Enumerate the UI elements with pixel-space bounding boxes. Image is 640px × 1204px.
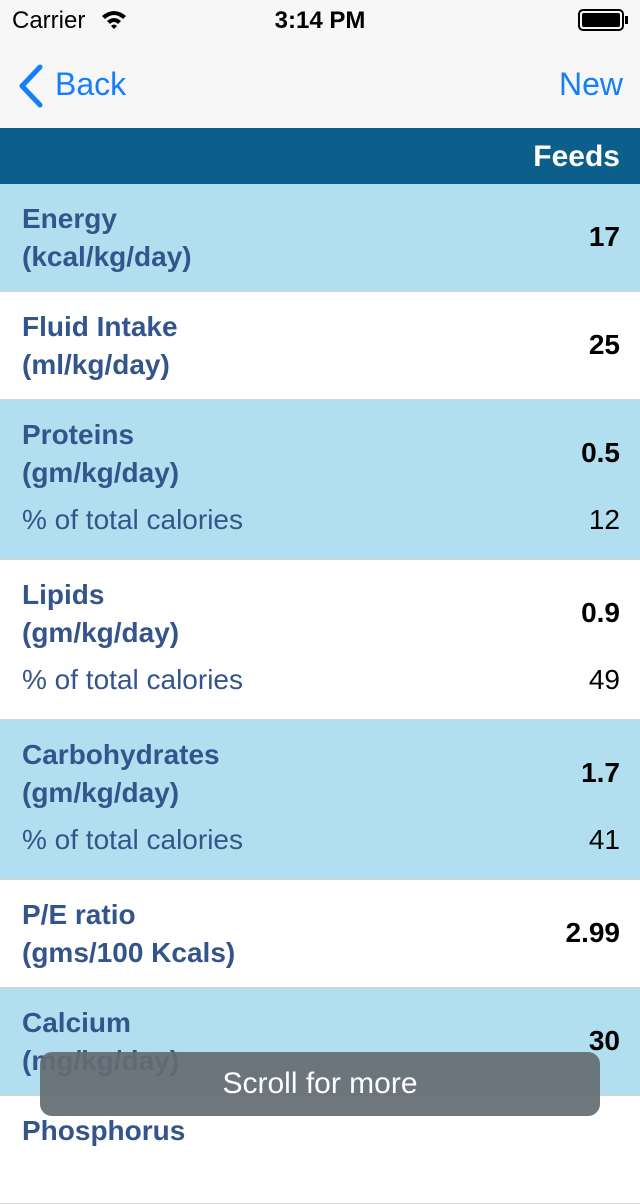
row-value: 17 bbox=[588, 221, 620, 252]
table-row: Energy (kcal/kg/day) 17 bbox=[0, 184, 640, 292]
back-button[interactable]: Back bbox=[55, 66, 127, 102]
row-label: P/E ratio (gms/100 Kcals) bbox=[22, 896, 235, 972]
sub-value: 49 bbox=[588, 664, 620, 695]
sub-value: 12 bbox=[588, 504, 620, 535]
carrier: Carrier bbox=[12, 7, 86, 34]
row-unit: (gms/100 Kcals) bbox=[22, 937, 236, 968]
row-name: Fluid Intake bbox=[22, 311, 178, 342]
row-label: Energy (kcal/kg/day) bbox=[22, 200, 192, 276]
row-unit: (ml/kg/day) bbox=[22, 349, 170, 380]
row-name: P/E ratio bbox=[22, 899, 136, 930]
row-value: 25 bbox=[588, 329, 620, 360]
row-name: Calcium bbox=[22, 1007, 131, 1038]
row-unit: (gm/kg/day) bbox=[22, 617, 180, 648]
row-label: Fluid Intake (ml/kg/day) bbox=[22, 308, 178, 384]
sub-value: 41 bbox=[588, 824, 620, 855]
table-row: P/E ratio (gms/100 Kcals) 2.99 bbox=[0, 880, 640, 988]
back-chevron[interactable] bbox=[16, 64, 44, 108]
row-unit: (gm/kg/day) bbox=[22, 457, 180, 488]
status-bar: Carrier 3:14 PM bbox=[0, 0, 640, 40]
row-value: 30 bbox=[588, 1025, 620, 1056]
row-value: 2.99 bbox=[565, 917, 621, 948]
battery-icon bbox=[578, 9, 628, 31]
sub-label: % of total calories bbox=[22, 824, 243, 855]
table-row: Carbohydrates (gm/kg/day) 1.7 % of total ca… bbox=[0, 720, 640, 880]
toast: Scroll for more bbox=[40, 1052, 600, 1116]
sub-label: % of total calories bbox=[22, 504, 243, 535]
row-unit: (kcal/kg/day) bbox=[22, 241, 192, 272]
row-name: Energy bbox=[22, 203, 117, 234]
clock: 3:14 PM bbox=[274, 7, 366, 34]
row-label: Phosphorus bbox=[22, 1112, 185, 1150]
table-row: Fluid Intake (ml/kg/day) 25 bbox=[0, 292, 640, 400]
row-name: Lipids bbox=[22, 579, 105, 610]
header-title: Feeds bbox=[533, 140, 620, 173]
row-unit: (gm/kg/day) bbox=[22, 777, 180, 808]
table-row: Lipids (gm/kg/day) 0.9 % of total calories 4… bbox=[0, 560, 640, 720]
section-header: Feeds bbox=[0, 128, 640, 184]
row-value: 1.7 bbox=[581, 757, 620, 788]
sub-label: % of total calories bbox=[22, 664, 243, 695]
row-name: Carbohydrates bbox=[22, 739, 220, 770]
wifi-icon bbox=[102, 11, 126, 29]
row-label: Lipids (gm/kg/day) bbox=[22, 576, 179, 652]
row-value: 0.9 bbox=[581, 597, 620, 628]
new-button[interactable]: New bbox=[558, 66, 623, 102]
row-name: Proteins bbox=[22, 419, 135, 450]
table-row: Proteins (gm/kg/day) 0.5 % of total calorie… bbox=[0, 400, 640, 560]
row-label: Carbohydrates (gm/kg/day) bbox=[22, 736, 220, 812]
nav-bar: Back New bbox=[0, 40, 640, 128]
row-value: 0.5 bbox=[581, 437, 620, 468]
row-name: Phosphorus bbox=[22, 1115, 186, 1146]
row-label: Proteins (gm/kg/day) bbox=[22, 416, 179, 492]
